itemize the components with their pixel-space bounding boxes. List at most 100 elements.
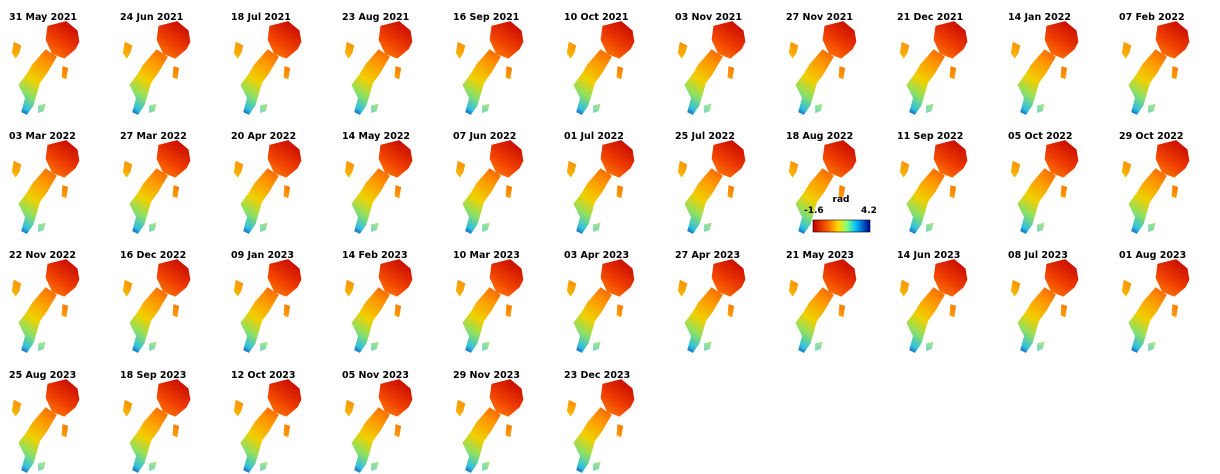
phase-map: [234, 259, 302, 353]
panel-title: 10 Oct 2021: [564, 12, 629, 23]
phase-map: [1122, 21, 1190, 115]
phase-map: [900, 21, 968, 115]
panel: 16 Sep 2021: [453, 12, 523, 115]
panel-title: 01 Jul 2022: [564, 131, 624, 142]
panel-title: 14 Jun 2023: [897, 250, 960, 261]
panel-title: 08 Jul 2023: [1008, 250, 1068, 261]
panel: 03 Mar 2022: [9, 131, 79, 234]
phase-map: [345, 140, 413, 234]
phase-map: [12, 21, 80, 115]
phase-map: [1011, 21, 1079, 115]
panel-title: 23 Dec 2023: [564, 370, 630, 381]
phase-map: [1122, 259, 1190, 353]
phase-map: [123, 140, 191, 234]
panel: 25 Aug 2023: [9, 370, 79, 473]
panel-title: 18 Jul 2021: [231, 12, 291, 23]
panel-title: 05 Nov 2023: [342, 370, 409, 381]
panel: 27 Mar 2022: [120, 131, 190, 234]
panel: 14 Jan 2022: [1008, 12, 1078, 115]
phase-map: [123, 259, 191, 353]
panel: 01 Jul 2022: [564, 131, 634, 234]
panel: 01 Aug 2023: [1119, 250, 1189, 353]
phase-map: [567, 259, 635, 353]
panel: 21 May 2023: [786, 250, 856, 353]
panel: 22 Nov 2022: [9, 250, 79, 353]
panel: 14 May 2022: [342, 131, 412, 234]
phase-map: [789, 21, 857, 115]
phase-map: [123, 379, 191, 473]
panel: 18 Sep 2023: [120, 370, 190, 473]
panel-title: 11 Sep 2022: [897, 131, 963, 142]
phase-map: [234, 21, 302, 115]
panel: 09 Jan 2023: [231, 250, 301, 353]
panel: 03 Nov 2021: [675, 12, 745, 115]
phase-map: [1011, 140, 1079, 234]
panel: 20 Apr 2022: [231, 131, 301, 234]
phase-map: [345, 379, 413, 473]
panel: 29 Nov 2023: [453, 370, 523, 473]
phase-map: [456, 379, 524, 473]
panel-title: 03 Apr 2023: [564, 250, 629, 261]
panel: 14 Feb 2023: [342, 250, 412, 353]
phase-map: [1122, 140, 1190, 234]
colorbar-max: 4.2: [861, 206, 877, 216]
panel-title: 22 Nov 2022: [9, 250, 76, 261]
panel-title: 01 Aug 2023: [1119, 250, 1186, 261]
panel-title: 29 Oct 2022: [1119, 131, 1184, 142]
panel-title: 10 Mar 2023: [453, 250, 520, 261]
panel: 21 Dec 2021: [897, 12, 967, 115]
panel: 10 Oct 2021: [564, 12, 634, 115]
panel-title: 14 May 2022: [342, 131, 410, 142]
panel-title: 05 Oct 2022: [1008, 131, 1073, 142]
panel-title: 20 Apr 2022: [231, 131, 296, 142]
panel-title: 07 Jun 2022: [453, 131, 516, 142]
panel-title: 18 Sep 2023: [120, 370, 186, 381]
phase-map: [1011, 259, 1079, 353]
panel: 05 Oct 2022: [1008, 131, 1078, 234]
panel: 27 Nov 2021: [786, 12, 856, 115]
phase-map: [456, 21, 524, 115]
panel-title: 09 Jan 2023: [231, 250, 294, 261]
colorbar-label: rad: [833, 195, 850, 205]
phase-map: [12, 379, 80, 473]
panel-title: 24 Jun 2021: [120, 12, 183, 23]
panel-title: 03 Nov 2021: [675, 12, 742, 23]
phase-map: [678, 140, 746, 234]
panel: 23 Dec 2023: [564, 370, 634, 473]
panel: 11 Sep 2022: [897, 131, 967, 234]
panel-title: 03 Mar 2022: [9, 131, 76, 142]
panel-title: 18 Aug 2022: [786, 131, 853, 142]
panel-title: 12 Oct 2023: [231, 370, 296, 381]
panel: 16 Dec 2022: [120, 250, 190, 353]
panel: 27 Apr 2023: [675, 250, 745, 353]
panel: 07 Jun 2022: [453, 131, 523, 234]
panel-title: 07 Feb 2022: [1119, 12, 1185, 23]
panel-title: 16 Dec 2022: [120, 250, 186, 261]
panel-title: 14 Feb 2023: [342, 250, 408, 261]
phase-map: [900, 259, 968, 353]
figure: 31 May 2021 24 Jun 2021 18 Jul 2021 23 Aug …: [0, 0, 1220, 474]
phase-map: [456, 140, 524, 234]
panel: 03 Apr 2023: [564, 250, 634, 353]
phase-map: [345, 259, 413, 353]
phase-map: [567, 21, 635, 115]
panel-title: 23 Aug 2021: [342, 12, 409, 23]
phase-map: [900, 140, 968, 234]
panel: 07 Feb 2022: [1119, 12, 1189, 115]
phase-map: [345, 21, 413, 115]
phase-map: [567, 379, 635, 473]
panel-title: 21 Dec 2021: [897, 12, 963, 23]
phase-map: [123, 21, 191, 115]
panel-title: 31 May 2021: [9, 12, 77, 23]
panel-title: 14 Jan 2022: [1008, 12, 1071, 23]
panel: 12 Oct 2023: [231, 370, 301, 473]
panel: 05 Nov 2023: [342, 370, 412, 473]
panel: 08 Jul 2023: [1008, 250, 1078, 353]
panel-title: 25 Aug 2023: [9, 370, 76, 381]
panel: 23 Aug 2021: [342, 12, 412, 115]
panel-title: 29 Nov 2023: [453, 370, 520, 381]
panel: 18 Aug 2022: [786, 131, 856, 234]
panel-title: 27 Nov 2021: [786, 12, 853, 23]
phase-map: [789, 259, 857, 353]
colorbar-min: -1.6: [804, 206, 824, 216]
